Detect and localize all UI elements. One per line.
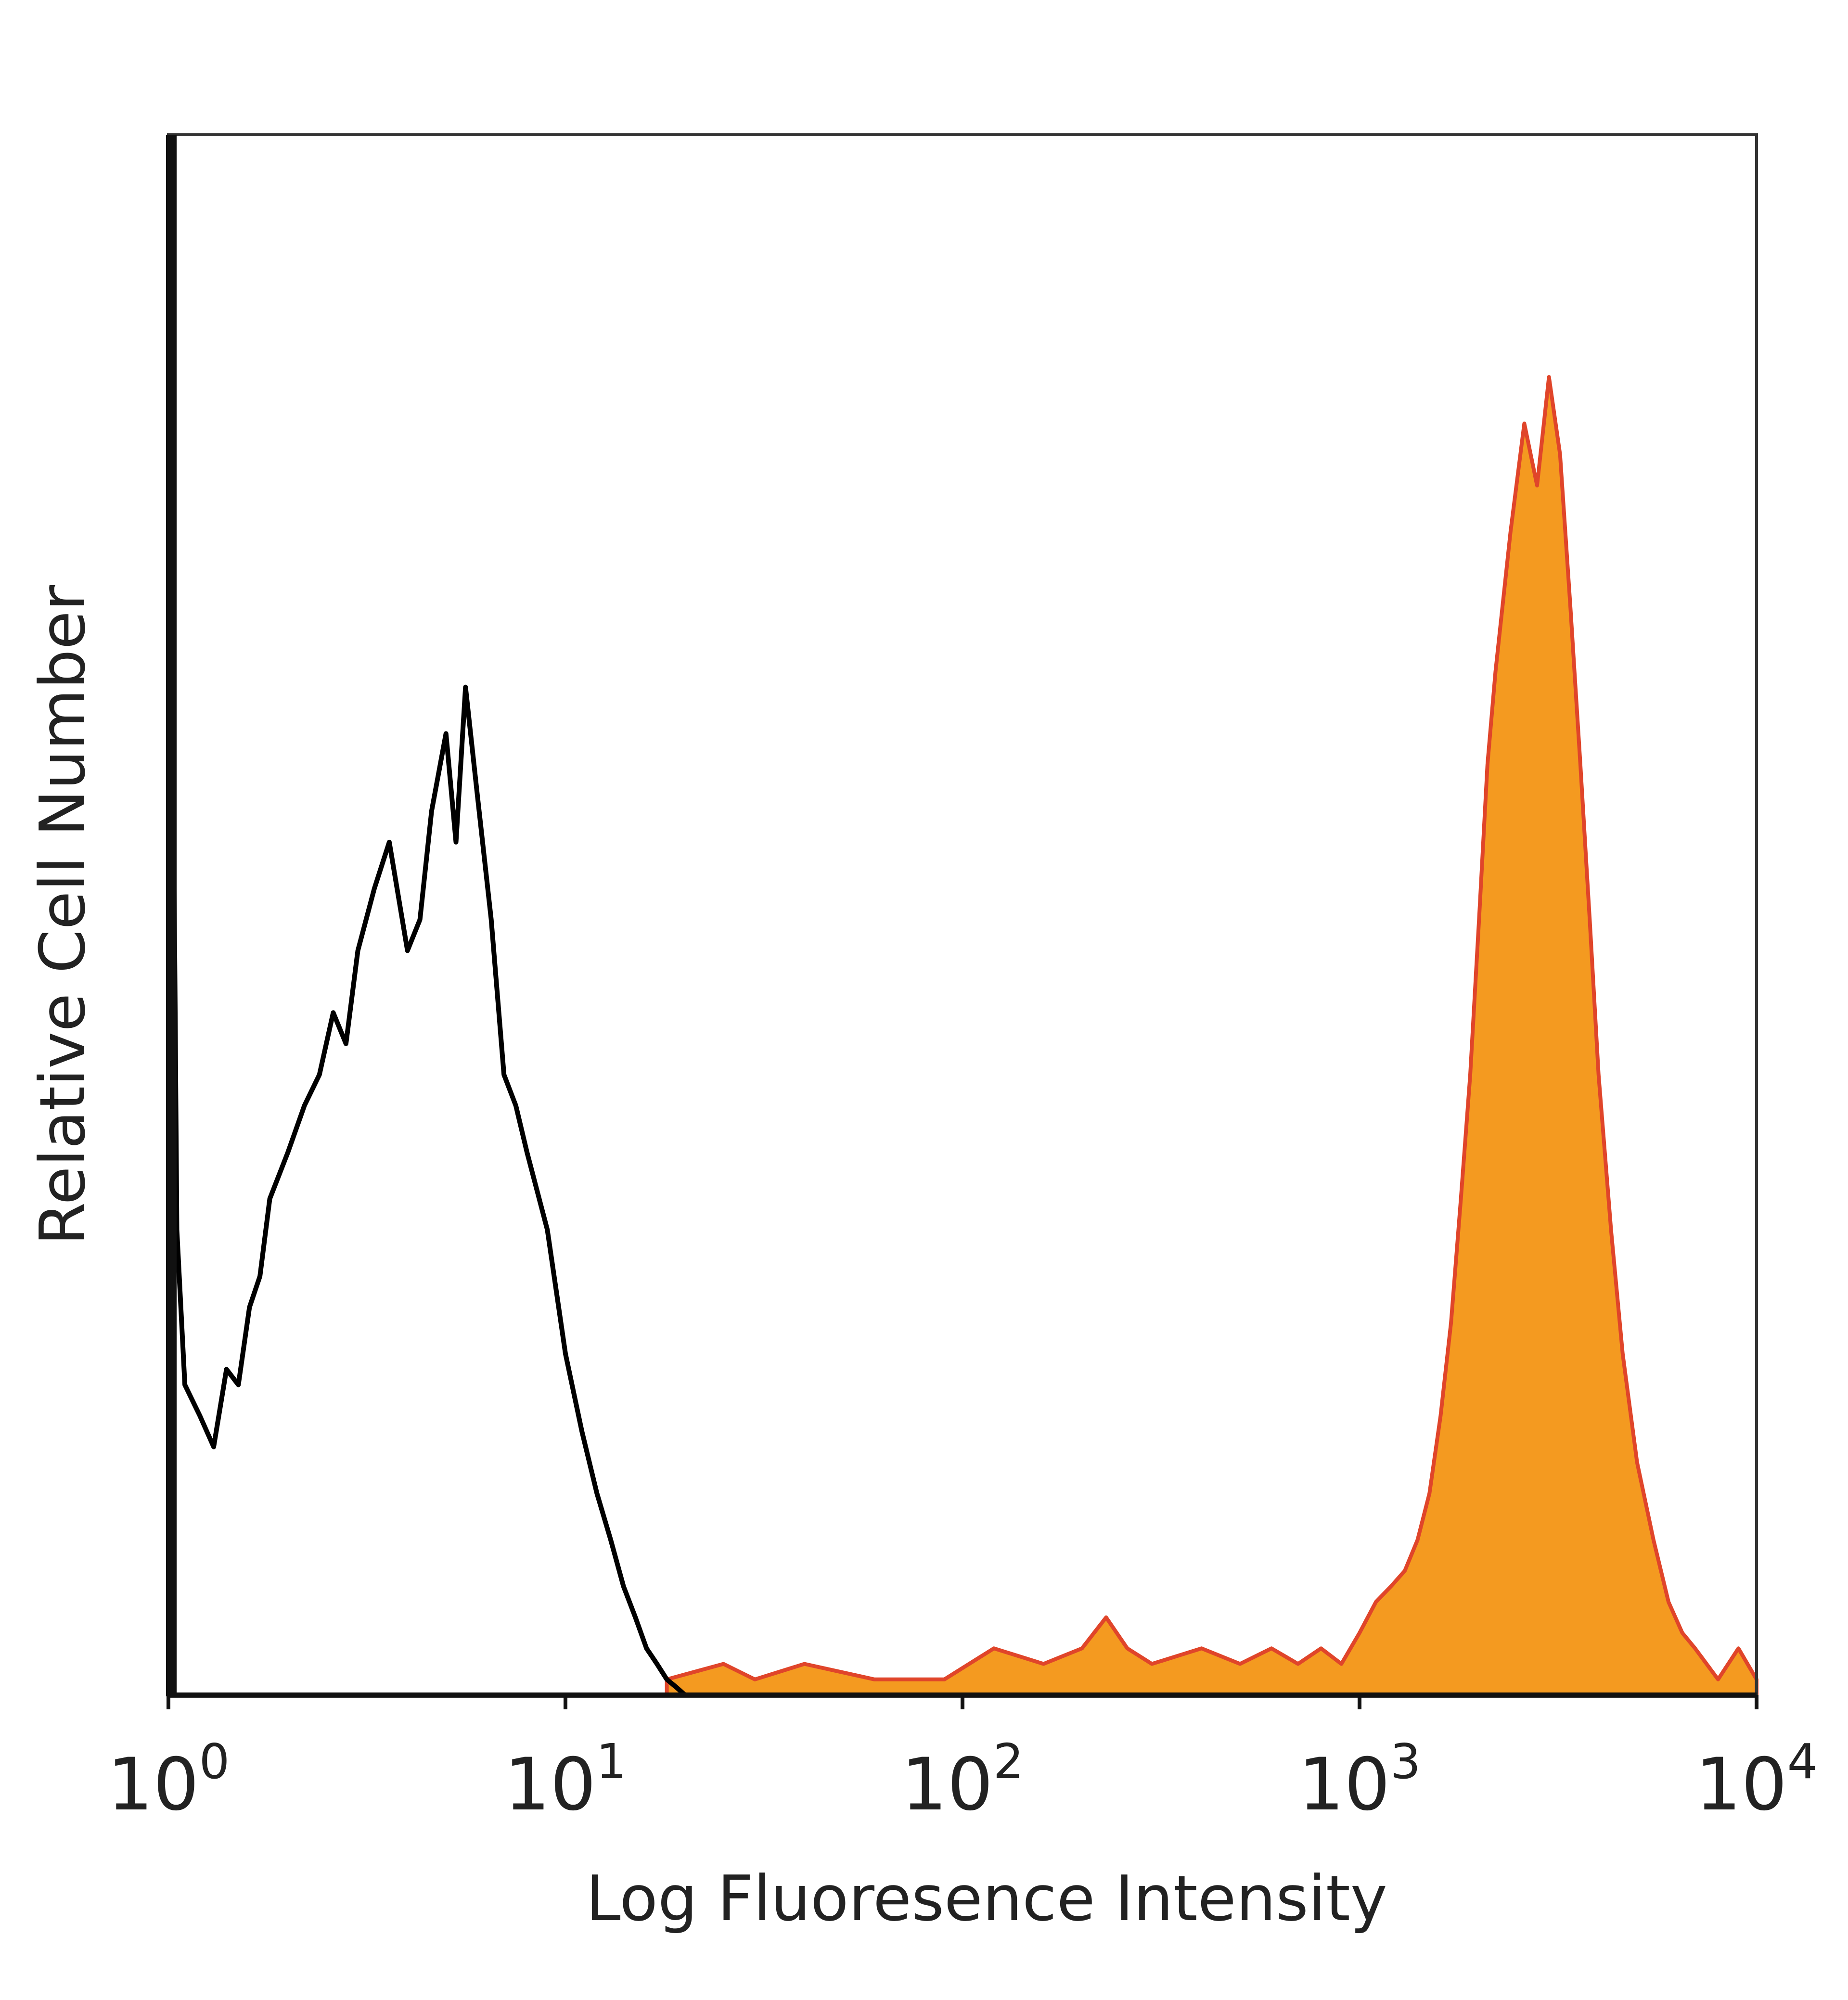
x-tick-layer: 100 101 102 103 104 (107, 1695, 1818, 1827)
x-tick-exponent-0: 0 (199, 1733, 230, 1790)
x-tick-base-2: 10 (901, 1743, 993, 1827)
x-tick-exponent-2: 2 (993, 1733, 1024, 1790)
series-layer (166, 144, 1758, 1697)
x-tick-base-0: 10 (107, 1743, 199, 1827)
x-tick-exponent-1: 1 (596, 1733, 627, 1790)
x-tick-label-0: 100 (107, 1733, 230, 1827)
x-tick-label-3: 103 (1298, 1733, 1421, 1827)
series-1-line (166, 144, 687, 1697)
y-axis-title: Relative Cell Number (26, 585, 99, 1245)
x-tick-label-2: 102 (901, 1733, 1024, 1827)
x-tick-base-1: 10 (504, 1743, 596, 1827)
x-tick-base-4: 10 (1695, 1743, 1787, 1827)
x-tick-base-3: 10 (1298, 1743, 1390, 1827)
series-0-fill (665, 375, 1758, 1697)
x-axis-title: Log Fluoresence Intensity (586, 1862, 1387, 1935)
x-tick-label-1: 101 (504, 1733, 627, 1827)
x-tick-label-4: 104 (1695, 1733, 1818, 1827)
x-tick-exponent-4: 4 (1787, 1733, 1818, 1790)
x-tick-exponent-3: 3 (1390, 1733, 1421, 1790)
